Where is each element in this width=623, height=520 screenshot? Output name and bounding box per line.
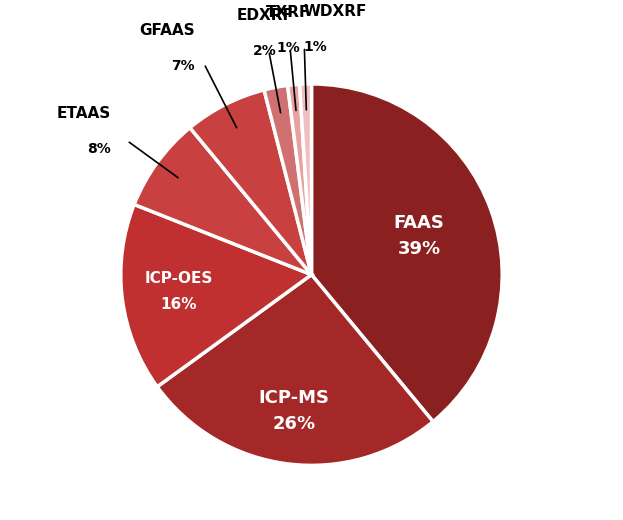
Text: 1%: 1% bbox=[276, 41, 300, 55]
Text: WDXRF: WDXRF bbox=[303, 4, 367, 19]
Wedge shape bbox=[134, 128, 312, 275]
Text: 1%: 1% bbox=[303, 40, 328, 54]
Text: FAAS: FAAS bbox=[394, 214, 445, 231]
Text: 26%: 26% bbox=[273, 415, 316, 433]
Wedge shape bbox=[264, 85, 312, 275]
Text: GFAAS: GFAAS bbox=[139, 22, 194, 37]
Text: ICP-OES: ICP-OES bbox=[145, 270, 213, 285]
Text: 8%: 8% bbox=[87, 142, 111, 157]
Text: 16%: 16% bbox=[161, 297, 197, 312]
Text: ETAAS: ETAAS bbox=[57, 106, 111, 121]
Wedge shape bbox=[300, 84, 312, 275]
Text: ICP-MS: ICP-MS bbox=[259, 388, 330, 407]
Text: 7%: 7% bbox=[171, 59, 194, 73]
Wedge shape bbox=[121, 204, 312, 387]
Wedge shape bbox=[190, 90, 312, 275]
Text: 39%: 39% bbox=[397, 240, 440, 258]
Wedge shape bbox=[312, 84, 502, 422]
Text: TXRF: TXRF bbox=[266, 5, 310, 20]
Text: EDXRF: EDXRF bbox=[237, 8, 293, 23]
Wedge shape bbox=[288, 84, 312, 275]
Wedge shape bbox=[157, 275, 433, 465]
Text: 2%: 2% bbox=[253, 45, 277, 58]
